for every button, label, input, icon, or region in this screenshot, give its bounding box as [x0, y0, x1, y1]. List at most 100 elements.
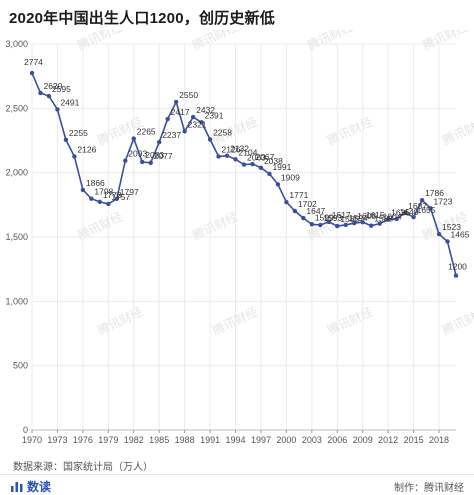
x-tick-label: 1982 — [124, 435, 144, 445]
watermark-text: 腾讯财经 — [325, 304, 375, 338]
data-point — [301, 215, 306, 221]
data-point — [360, 220, 365, 225]
data-point — [411, 214, 416, 220]
credit-note: 制作：腾讯财经 — [394, 483, 464, 494]
data-label: 1655 — [417, 205, 436, 215]
data-point — [38, 90, 43, 96]
data-point — [369, 223, 374, 228]
x-axis: 1970 1973 1976 1979 1982 1985 1988 1991 1994 1997… — [22, 430, 449, 445]
data-label: 2132 — [230, 144, 249, 154]
watermark-text: 腾讯财经 — [420, 30, 470, 53]
data-label: 2321 — [188, 119, 207, 129]
data-point — [224, 153, 230, 158]
data-label: 1588 — [374, 214, 393, 224]
x-tick-label: 1985 — [149, 435, 169, 445]
brand-label: 数读 — [27, 480, 52, 494]
x-tick-label: 2003 — [302, 435, 322, 445]
data-source-note: 数据来源：国家统计局（万人） — [13, 462, 153, 473]
data-label: 1604 — [383, 212, 402, 222]
data-label: 2432 — [196, 105, 215, 115]
data-point — [89, 196, 94, 201]
data-point — [335, 223, 340, 229]
data-point — [309, 222, 315, 227]
data-point — [199, 120, 204, 125]
watermark-text: 腾讯财经 — [190, 30, 240, 53]
x-tick-label: 1988 — [175, 435, 195, 445]
watermark-text: 腾讯财经 — [95, 304, 145, 338]
data-point — [148, 160, 153, 165]
data-label: 2093 — [128, 149, 147, 159]
data-point — [72, 154, 77, 159]
data-point — [402, 210, 408, 216]
y-tick-label: 2,000 — [5, 168, 28, 178]
y-axis: 0 500 1,000 1,500 2,000 2,500 3,000 — [5, 39, 28, 435]
x-tick-label: 1973 — [47, 435, 67, 445]
data-label: 2126 — [77, 144, 96, 154]
data-point — [419, 198, 425, 203]
data-label: 1866 — [86, 178, 105, 188]
data-label: 1702 — [298, 199, 317, 209]
data-point — [377, 221, 382, 226]
x-tick-label: 2012 — [378, 435, 398, 445]
data-label: 2067 — [255, 152, 274, 162]
data-point — [385, 217, 391, 222]
data-point — [318, 222, 323, 228]
y-tick-label: 1,500 — [5, 232, 28, 242]
data-point — [436, 231, 442, 237]
data-point — [326, 219, 331, 225]
data-label: 1599 — [315, 212, 334, 222]
x-tick-label: 1991 — [200, 435, 220, 445]
watermark-text: 腾讯财经 — [305, 30, 355, 53]
data-point — [275, 182, 281, 187]
data-point — [267, 171, 272, 177]
x-tick-label: 1976 — [73, 435, 93, 445]
data-label: 2063 — [247, 153, 266, 163]
data-label: 1585 — [340, 214, 359, 224]
data-label: 2126 — [222, 144, 241, 154]
data-label: 2265 — [137, 127, 156, 137]
data-point — [343, 222, 348, 228]
watermark-text: 腾讯财经 — [325, 114, 375, 148]
data-point — [284, 199, 289, 205]
watermark-text: 腾讯财经 — [210, 304, 260, 338]
x-tick-label: 2018 — [429, 435, 449, 445]
data-label: 1593 — [323, 213, 342, 223]
data-label: 2391 — [205, 110, 224, 120]
x-tick-label: 1979 — [98, 435, 118, 445]
x-tick-label: 2006 — [327, 435, 347, 445]
data-point — [182, 129, 187, 134]
data-label: 1797 — [120, 187, 139, 197]
data-point — [190, 114, 196, 120]
data-label: 2104 — [239, 147, 258, 157]
data-label: 2417 — [171, 107, 190, 117]
data-label: 1909 — [281, 172, 300, 182]
data-label: 2491 — [60, 97, 79, 107]
series-line — [31, 72, 457, 276]
data-point — [258, 165, 264, 170]
data-label: 1991 — [272, 162, 291, 172]
data-label: 1640 — [400, 207, 419, 217]
data-point — [445, 239, 450, 244]
y-tick-label: 1,000 — [5, 296, 28, 306]
data-label: 1635 — [391, 208, 410, 218]
bar-chart-icon — [11, 482, 23, 492]
data-label: 2595 — [52, 84, 71, 94]
data-point — [55, 107, 60, 112]
y-tick-label: 3,000 — [5, 39, 28, 49]
data-point — [233, 157, 238, 162]
data-point — [114, 196, 120, 201]
data-label: 1200 — [448, 262, 467, 272]
data-label: 1771 — [289, 190, 308, 200]
data-label: 2038 — [264, 156, 283, 166]
data-point — [207, 137, 213, 142]
watermark-text: 腾讯财经 — [440, 114, 474, 148]
watermark-text: 腾讯财经 — [190, 209, 240, 243]
data-point — [140, 159, 145, 165]
data-label: 1647 — [306, 206, 325, 216]
grid-lines — [31, 43, 456, 431]
data-point — [165, 116, 170, 122]
data-label: 1773 — [103, 190, 122, 200]
data-point — [29, 70, 35, 76]
